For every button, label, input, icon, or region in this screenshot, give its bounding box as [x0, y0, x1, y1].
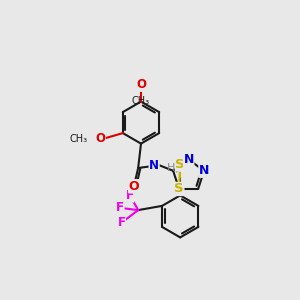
Text: O: O: [136, 78, 146, 91]
Text: CH₃: CH₃: [69, 134, 88, 144]
Text: CH₃: CH₃: [132, 96, 150, 106]
Text: O: O: [129, 180, 139, 193]
Text: S: S: [174, 182, 184, 195]
Text: N: N: [183, 153, 194, 166]
Text: N: N: [199, 164, 209, 177]
Text: O: O: [95, 132, 106, 145]
Text: F: F: [126, 189, 134, 202]
Text: N: N: [149, 159, 159, 172]
Text: F: F: [117, 216, 125, 229]
Text: H: H: [167, 163, 176, 173]
Text: S: S: [176, 158, 185, 171]
Text: F: F: [116, 201, 124, 214]
